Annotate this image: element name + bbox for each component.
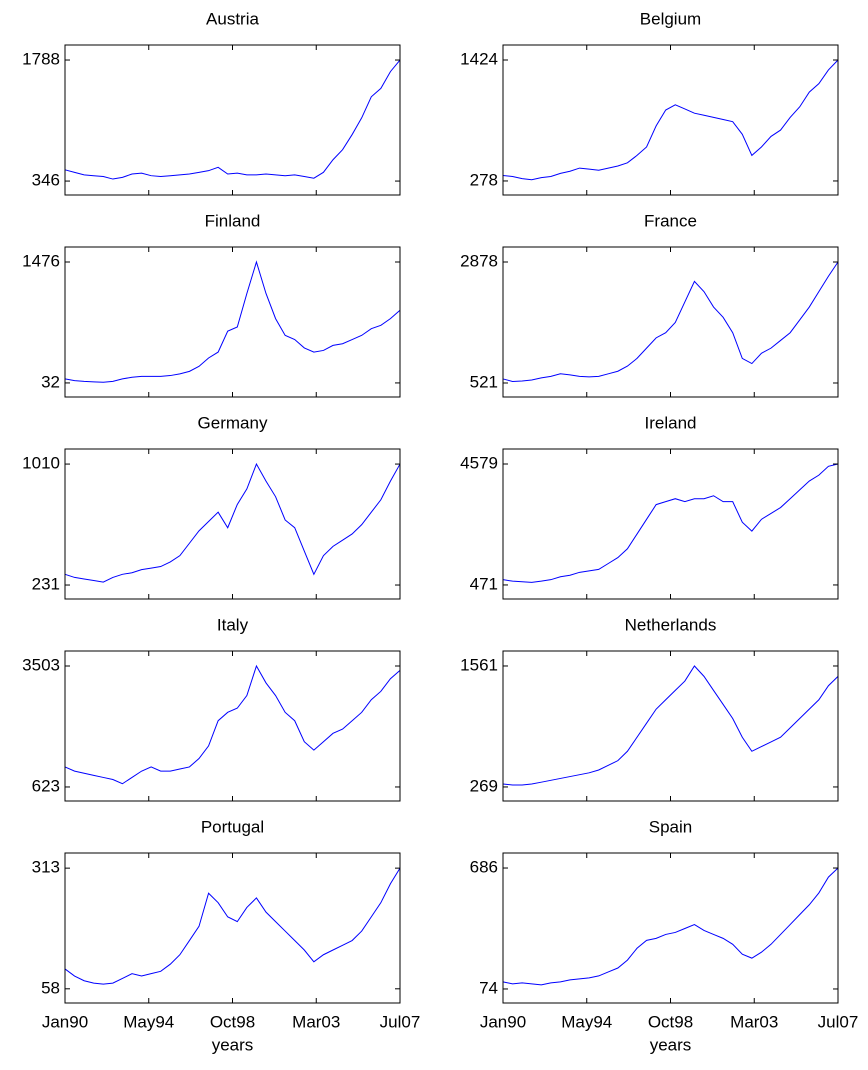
y-tick-label: 231 (32, 575, 60, 594)
plot-area (65, 449, 400, 599)
subplot-title: Ireland (645, 413, 697, 432)
plot-area (503, 247, 838, 397)
series-line (64, 260, 401, 383)
y-tick-label: 1788 (22, 50, 60, 69)
plot-area (503, 853, 838, 1003)
y-tick-label: 346 (32, 171, 60, 190)
x-tick-label: May94 (561, 1012, 612, 1031)
y-tick-label: 623 (32, 776, 60, 795)
plot-area (65, 853, 400, 1003)
plot-area (65, 247, 400, 397)
y-tick-label: 269 (470, 776, 498, 795)
subplot-title: France (644, 211, 697, 230)
x-tick-label: Mar03 (292, 1012, 340, 1031)
y-tick-label: 74 (479, 978, 498, 997)
plot-area (65, 651, 400, 801)
y-tick-label: 313 (32, 858, 60, 877)
subplot-title: Netherlands (625, 615, 717, 634)
plot-area (65, 45, 400, 195)
subplot-title: Austria (206, 9, 259, 28)
x-tick-label: May94 (123, 1012, 174, 1031)
y-tick-label: 32 (41, 372, 60, 391)
series-line (64, 462, 401, 583)
x-axis-label: years (212, 1035, 254, 1054)
y-tick-label: 1561 (460, 655, 498, 674)
subplot-title: Belgium (640, 9, 701, 28)
subplot-title: Germany (198, 413, 268, 432)
x-tick-label: Jul07 (818, 1012, 859, 1031)
plot-area (503, 449, 838, 599)
x-tick-label: Oct98 (648, 1012, 693, 1031)
subplot-title: Spain (649, 817, 692, 836)
subplot-title: Portugal (201, 817, 264, 836)
x-tick-label: Jan90 (480, 1012, 526, 1031)
plot-area (503, 45, 838, 195)
y-tick-label: 1010 (22, 454, 60, 473)
series-line (64, 867, 401, 985)
y-tick-label: 3503 (22, 655, 60, 674)
y-tick-label: 521 (470, 372, 498, 391)
y-tick-label: 1424 (460, 49, 498, 68)
y-tick-label: 2878 (460, 251, 498, 270)
y-tick-label: 278 (470, 170, 498, 189)
x-tick-label: Jan90 (42, 1012, 88, 1031)
x-tick-label: Oct98 (210, 1012, 255, 1031)
x-axis-label: years (650, 1035, 692, 1054)
series-line (502, 867, 839, 986)
subplot-title: Italy (217, 615, 249, 634)
series-line (502, 261, 839, 383)
y-tick-label: 471 (470, 574, 498, 593)
y-tick-label: 686 (470, 858, 498, 877)
y-tick-label: 58 (41, 978, 60, 997)
series-line (502, 665, 839, 786)
series-line (64, 59, 401, 180)
x-tick-label: Jul07 (380, 1012, 421, 1031)
series-line (502, 59, 839, 181)
plot-area (503, 651, 838, 801)
y-tick-label: 4579 (460, 453, 498, 472)
series-line (502, 463, 839, 583)
subplot-title: Finland (205, 211, 261, 230)
y-tick-label: 1476 (22, 251, 60, 270)
x-tick-label: Mar03 (730, 1012, 778, 1031)
series-line (64, 664, 401, 785)
